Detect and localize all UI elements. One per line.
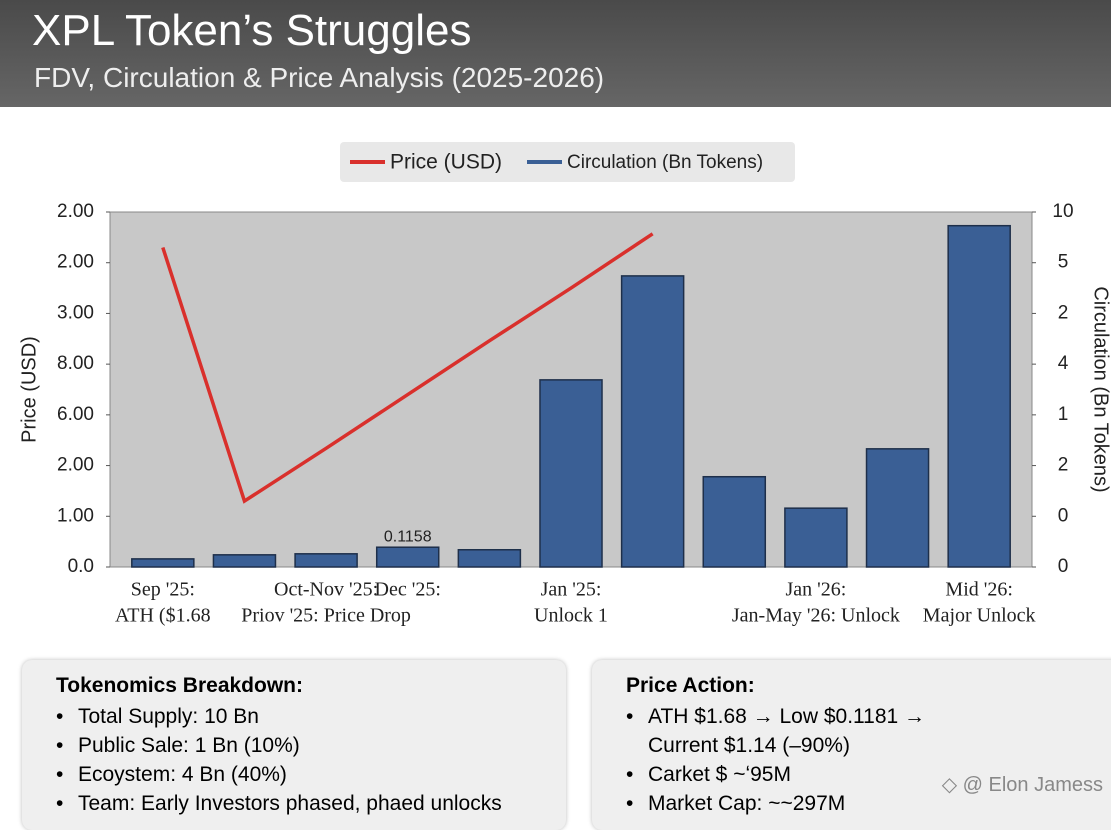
bar	[375, 546, 440, 568]
price-line	[161, 232, 654, 504]
annotation: 0.1158	[384, 528, 432, 545]
bar	[702, 475, 767, 568]
bar	[865, 448, 930, 568]
x-tick-label: Mid '26:	[945, 579, 1013, 601]
header: XPL Token’s Struggles FDV, Circulation &…	[0, 0, 1111, 107]
bar	[131, 558, 195, 568]
legend	[340, 142, 795, 182]
y2-tick-label: 2	[1058, 302, 1069, 323]
x-tick-sublabel: Jan-May '26: Unlock	[732, 605, 900, 627]
y-tick-label: 3.00	[57, 302, 94, 323]
x-tick-label: Oct-Nov '25:	[274, 579, 378, 601]
page: XPL Token’s Struggles FDV, Circulation &…	[0, 0, 1111, 810]
y-tick-label: 8.00	[57, 353, 94, 374]
legend-label: Price (USD)	[390, 151, 502, 174]
y-tick-label: 2.00	[57, 252, 94, 273]
y2-tick-label: 1	[1058, 404, 1069, 425]
y-tick-label: 6.00	[57, 404, 94, 425]
panel-item: Total Supply: 10 Bn	[56, 702, 566, 731]
chart: Price (USD) Circulation (Bn Tokens) 0.0 1.0…	[18, 142, 1111, 627]
y2-tick-label: 2	[1058, 455, 1069, 476]
x-tick-label: Jan '25:	[541, 579, 602, 601]
panel-item: Carket $ ~ʻ95M	[626, 760, 1111, 789]
y-tick-label: 2.00	[57, 455, 94, 476]
x-tick-label: Sep '25:	[131, 579, 195, 601]
panel-item: ATH $1.68 → Low $0.1181 → Current $1.14 …	[626, 702, 1111, 760]
bar	[539, 379, 603, 568]
y2-tick-label: 4	[1058, 353, 1069, 374]
y-tick-label: 1.00	[57, 505, 94, 526]
title: XPL Token’s Struggles	[32, 6, 472, 55]
panel-title: Tokenomics Breakdown:	[56, 674, 303, 697]
y-axis-title: Price (USD)	[18, 336, 40, 443]
bar	[784, 507, 848, 568]
bar	[294, 553, 358, 568]
panel: Tokenomics Breakdown: Total Supply: 10 B…	[22, 660, 566, 830]
y-tick-label: 0.0	[68, 556, 94, 577]
bar	[620, 275, 685, 568]
x-tick-sublabel: Unlock 1	[534, 605, 608, 627]
x-tick-label: Dec '25:	[375, 579, 441, 601]
y2-tick-label: 0	[1058, 556, 1069, 577]
panel-item: Team: Early Investors phased, phaed unlo…	[56, 789, 566, 818]
legend-label: Circulation (Bn Tokens)	[567, 152, 763, 173]
x-tick-sublabel: Major Unlock	[923, 605, 1036, 627]
bar	[212, 554, 277, 568]
watermark: ◇ @ Elon Jamess	[941, 774, 1103, 796]
watermark-text: @ Elon Jamess	[962, 774, 1103, 796]
x-tick-sublabel: Priov '25: Price Drop	[241, 605, 411, 627]
y2-tick-label: 0	[1058, 505, 1069, 526]
y2-axis-title: Circulation (Bn Tokens)	[1090, 286, 1111, 492]
panel-list: Total Supply: 10 BnPublic Sale: 1 Bn (10…	[22, 702, 566, 818]
panel-item: Ecoystem: 4 Bn (40%)	[56, 760, 566, 789]
panel: Price Action: ATH $1.68 → Low $0.1181 → …	[592, 660, 1111, 830]
panel-list: ATH $1.68 → Low $0.1181 → Current $1.14 …	[592, 702, 1111, 818]
subtitle: FDV, Circulation & Price Analysis (2025-…	[34, 62, 605, 93]
y2-tick-label: 5	[1058, 252, 1069, 273]
panel-title: Price Action:	[626, 674, 755, 697]
x-tick-sublabel: ATH ($1.68	[115, 605, 211, 627]
bar	[947, 224, 1011, 568]
y-tick-label: 2.00	[57, 201, 94, 222]
panel-item: Public Sale: 1 Bn (10%)	[56, 731, 566, 760]
panel-item: Market Cap: ~~297M	[626, 789, 1111, 818]
bar	[457, 549, 522, 568]
x-tick-label: Jan '26:	[785, 579, 846, 601]
y2-tick-label: 10	[1052, 201, 1073, 222]
